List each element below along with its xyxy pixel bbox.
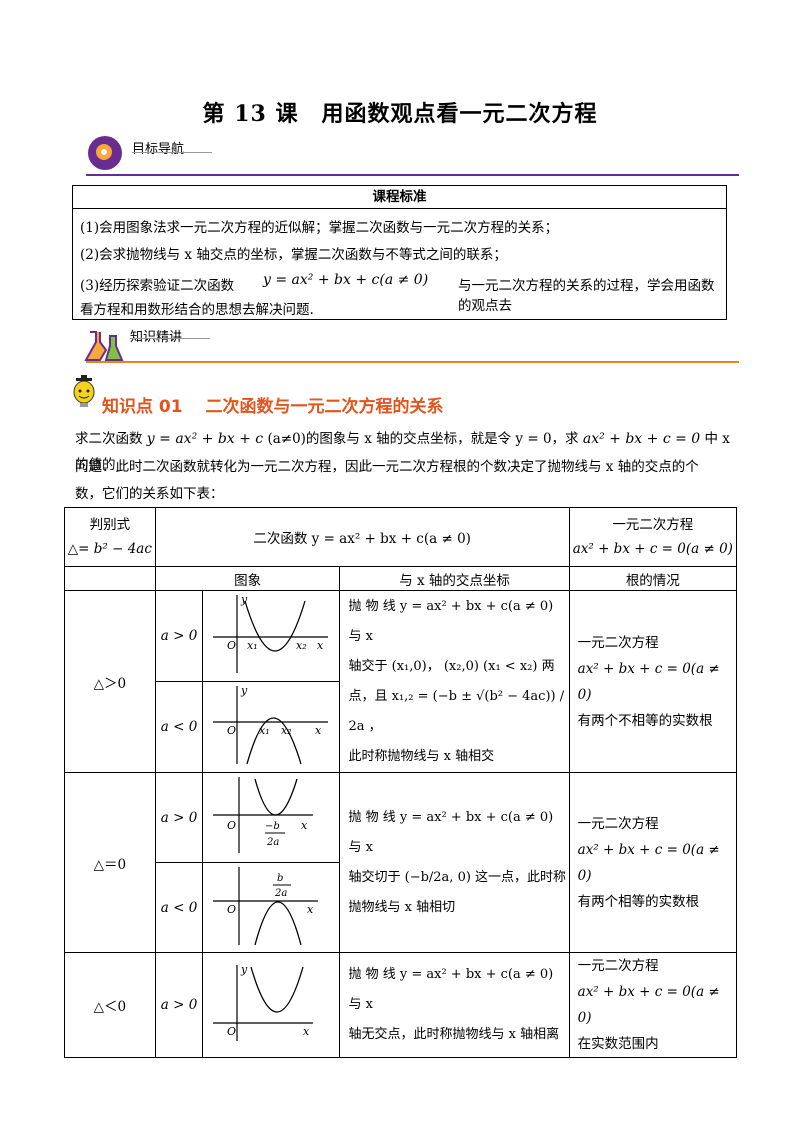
roots-two-equal: 一元二次方程 ax² + bx + c = 0(a ≠ 0) 有两个相等的实数根 bbox=[568, 772, 738, 953]
a-negative-label: a < 0 bbox=[154, 862, 204, 953]
svg-text:x: x bbox=[307, 903, 314, 916]
a-negative-label: a < 0 bbox=[154, 681, 204, 773]
svg-text:y: y bbox=[240, 963, 248, 976]
graph-cell: O y x₁ x₂ x bbox=[202, 590, 341, 682]
lightbulb-mascot-icon bbox=[73, 375, 95, 407]
header-intersection: 与 x 轴的交点坐标 bbox=[339, 566, 570, 591]
svg-text:x₁: x₁ bbox=[247, 639, 258, 652]
standard-item-2: (2)会求抛物线与 x 轴交点的坐标，掌握二次函数与不等式之间的联系； bbox=[80, 247, 507, 263]
divider bbox=[86, 174, 739, 176]
head-gear-icon bbox=[88, 136, 122, 170]
graph-tangent-down: O b 2a x bbox=[213, 867, 319, 946]
graph-cell: O y x bbox=[202, 952, 341, 1058]
graph-two-roots-up: O y x₁ x₂ x bbox=[213, 593, 329, 673]
header-function: 二次函数 y = ax² + bx + c(a ≠ 0) bbox=[154, 507, 570, 567]
header-discriminant: 判别式 △= b² − 4ac bbox=[64, 507, 156, 567]
svg-text:x: x bbox=[301, 819, 308, 832]
svg-text:y: y bbox=[240, 593, 248, 606]
standard-item-3b: 与一元二次方程的关系的过程，学会用函数的观点去 bbox=[458, 278, 715, 314]
intro-line-2: 问题．此时二次函数就转化为一元二次方程，因此一元二次方程根的个数决定了抛物线与 … bbox=[75, 459, 699, 475]
svg-text:x: x bbox=[317, 639, 324, 652]
svg-text:2a: 2a bbox=[274, 888, 287, 899]
header-equation: 一元二次方程 ax² + bx + c = 0(a ≠ 0) bbox=[568, 507, 738, 567]
svg-text:O: O bbox=[227, 724, 236, 737]
graph-two-roots-down: O y x₁ x₂ x bbox=[213, 684, 329, 765]
roots-none: 一元二次方程 ax² + bx + c = 0(a ≠ 0) 在实数范围内 bbox=[568, 952, 738, 1058]
svg-text:O: O bbox=[227, 903, 236, 916]
a-positive-label: a > 0 bbox=[154, 772, 204, 863]
graph-no-roots: O y x bbox=[213, 963, 314, 1041]
page-title: 第 13 课 用函数观点看一元二次方程 bbox=[202, 101, 598, 127]
intersection-desc-tangent: 抛 物 线 y = ax² + bx + c(a ≠ 0) 与 x 轴交切于 (… bbox=[339, 772, 570, 953]
standard-item-3c: 看方程和用数形结合的思想去解决问题. bbox=[80, 302, 314, 318]
svg-text:−b: −b bbox=[265, 821, 280, 832]
a-positive-label: a > 0 bbox=[154, 952, 204, 1058]
svg-text:x₁: x₁ bbox=[259, 724, 270, 737]
intro-line-3: 数，它们的关系如下表： bbox=[75, 486, 224, 502]
intersection-desc-none: 抛 物 线 y = ax² + bx + c(a ≠ 0) 与 x 轴无交点，此… bbox=[339, 952, 570, 1058]
relation-table: 判别式 △= b² − 4ac 二次函数 y = ax² + bx + c(a … bbox=[64, 507, 738, 1058]
intro-line-1: 求二次函数 y = ax² + bx + c (a≠0)的图象与 x 轴的交点坐… bbox=[75, 431, 730, 473]
delta-positive: △＞0 bbox=[64, 590, 156, 773]
header-image: 图象 bbox=[154, 566, 341, 591]
divider bbox=[86, 361, 739, 363]
svg-text:b: b bbox=[277, 873, 283, 884]
knowledge-point-title: 知识点 01 二次函数与一元二次方程的关系 bbox=[102, 397, 444, 417]
section-label-nav: 目标导航 bbox=[132, 142, 185, 157]
a-positive-label: a > 0 bbox=[154, 590, 204, 682]
svg-text:x₂: x₂ bbox=[296, 639, 307, 652]
graph-cell: O b 2a x bbox=[202, 862, 341, 953]
svg-text:O: O bbox=[227, 639, 236, 652]
standard-formula: y = ax² + bx + c(a ≠ 0) bbox=[263, 272, 429, 288]
graph-cell: O −b 2a x bbox=[202, 772, 341, 863]
standard-item-1: (1)会用图象法求一元二次方程的近似解；掌握二次函数与一元二次方程的关系； bbox=[80, 220, 559, 236]
delta-zero: △＝0 bbox=[64, 772, 156, 953]
svg-text:y: y bbox=[240, 684, 248, 697]
course-standards-box: 课程标准 (1)会用图象法求一元二次方程的近似解；掌握二次函数与一元二次方程的关… bbox=[72, 185, 727, 320]
graph-tangent-up: O −b 2a x bbox=[213, 777, 314, 853]
svg-text:O: O bbox=[227, 819, 236, 832]
svg-text:x₂: x₂ bbox=[281, 724, 292, 737]
graph-cell: O y x₁ x₂ x bbox=[202, 681, 341, 773]
svg-text:x: x bbox=[303, 1025, 310, 1038]
svg-text:2a: 2a bbox=[266, 837, 279, 848]
standard-item-3a: (3)经历探索验证二次函数 bbox=[80, 278, 235, 294]
header-roots: 根的情况 bbox=[568, 566, 738, 591]
section-label-knowledge: 知识精讲 bbox=[130, 330, 183, 345]
intersection-desc-crossing: 抛 物 线 y = ax² + bx + c(a ≠ 0) 与 x 轴交于 (x… bbox=[339, 590, 570, 773]
svg-text:x: x bbox=[315, 724, 322, 737]
flask-icon bbox=[84, 331, 124, 361]
delta-negative: △＜0 bbox=[64, 952, 156, 1058]
roots-two-distinct: 一元二次方程 ax² + bx + c = 0(a ≠ 0) 有两个不相等的实数… bbox=[568, 590, 738, 773]
standards-header: 课程标准 bbox=[73, 186, 726, 209]
svg-text:O: O bbox=[227, 1025, 236, 1038]
